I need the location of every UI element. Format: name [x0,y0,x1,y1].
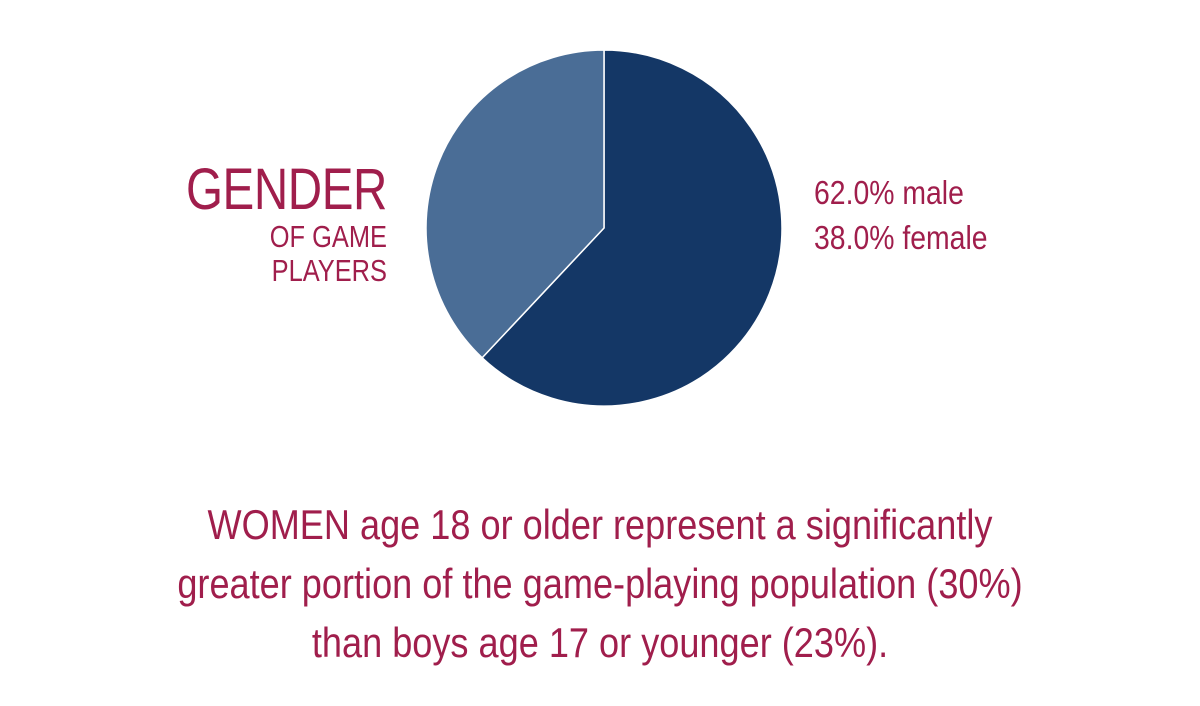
annotation-line-3: than boys age 17 or younger (23%). [311,619,889,666]
legend-entry-male: 62.0% male [814,174,964,211]
legend: 62.0% male 38.0% female [814,170,988,260]
legend-entry-female: 38.0% female [814,219,988,256]
chart-title-block: GENDER OF GAME PLAYERS [152,160,387,288]
pie-slice-female [425,49,605,359]
annotation-line-2: greater portion of the game-playing popu… [177,560,1023,607]
pie-slice-male [481,49,783,407]
annotation-line-1: WOMEN age 18 or older represent a signif… [207,501,993,548]
chart-subtitle: OF GAME PLAYERS [269,219,387,288]
chart-title: GENDER [185,157,387,222]
pie-chart [425,49,783,407]
annotation: WOMEN age 18 or older represent a signif… [0,495,1200,672]
